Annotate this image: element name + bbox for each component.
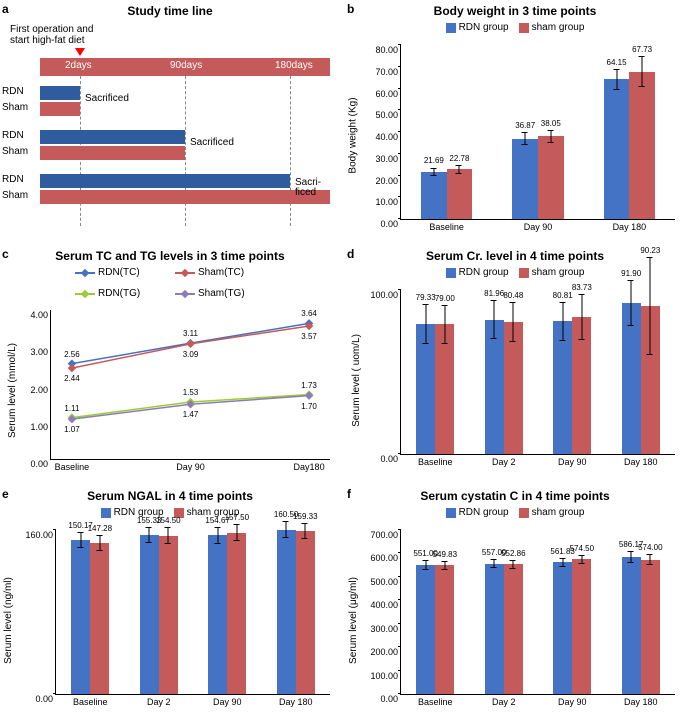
- bar: 557.00: [485, 564, 504, 694]
- ylabel-f: Serum level (μg/ml): [348, 577, 359, 664]
- legend-text: RDN(TG): [98, 288, 140, 299]
- timeline: 2days90days180daysRDNShamRDNShamRDNShamS…: [40, 58, 330, 233]
- ylabel-b: Body weight (Kg): [348, 97, 359, 173]
- title-c: Serum TC and TG levels in 3 time points: [0, 249, 340, 263]
- bar: 561.83: [553, 562, 572, 694]
- bar: 81.96: [485, 320, 504, 454]
- ylabel-d: Serum level ( uom/L): [351, 334, 362, 427]
- ylabel-e: Serum level (ng/ml): [3, 577, 14, 664]
- bar: 90.23: [641, 306, 660, 454]
- panel-label-d: d: [347, 247, 354, 261]
- panel-label-e: e: [2, 487, 9, 501]
- legend-text: RDN group: [459, 507, 509, 518]
- legend-b: RDN group sham group: [345, 22, 685, 33]
- bar: 159.33: [296, 531, 315, 694]
- bar: 64.15: [604, 79, 630, 219]
- bar: 574.00: [641, 560, 660, 694]
- bar: 80.81: [553, 321, 572, 454]
- bar: 150.17: [71, 540, 90, 694]
- legend-text: sham group: [532, 267, 585, 278]
- chart-b: 0.0010.0020.0030.0040.0050.0060.0070.008…: [400, 45, 675, 220]
- panel-d: d Serum Cr. level in 4 time points RDN g…: [345, 245, 685, 480]
- panel-b: b Body weight in 3 time points RDN group…: [345, 0, 685, 240]
- title-a: Study time line: [0, 4, 340, 18]
- bar: 154.50: [159, 536, 178, 694]
- arrow-icon: [75, 48, 85, 56]
- panel-label-c: c: [2, 247, 9, 261]
- bar: 83.73: [572, 317, 591, 454]
- panel-a: a Study time line First operation andsta…: [0, 0, 340, 240]
- bar: 549.83: [435, 565, 454, 694]
- bar: 551.00: [416, 565, 435, 694]
- legend-text: Sham(TG): [198, 288, 245, 299]
- legend-text: Sham(TC): [198, 267, 244, 278]
- title-d: Serum Cr. level in 4 time points: [345, 249, 685, 263]
- legend-text: RDN(TC): [98, 267, 140, 278]
- panel-label-f: f: [347, 487, 351, 501]
- title-b: Body weight in 3 time points: [345, 4, 685, 18]
- bar: 154.67: [208, 535, 227, 694]
- bar: 586.17: [622, 557, 641, 694]
- bar: 22.78: [447, 169, 473, 219]
- bar: 160.50: [277, 530, 296, 695]
- bar: 552.86: [504, 564, 523, 694]
- chart-d: 0.00100.00Baseline79.3379.00Day 281.9680…: [400, 290, 675, 455]
- panel-label-b: b: [347, 2, 354, 16]
- panel-label-a: a: [2, 2, 9, 16]
- bar: 155.33: [140, 535, 159, 694]
- legend-c: RDN(TC) Sham(TC) RDN(TG) Sham(TG): [70, 267, 270, 299]
- bar: 38.05: [538, 136, 564, 219]
- legend-text: RDN group: [459, 22, 509, 33]
- bar: 21.69: [421, 172, 447, 219]
- panel-f: f Serum cystatin C in 4 time points RDN …: [345, 485, 685, 720]
- title-e: Serum NGAL in 4 time points: [0, 489, 340, 503]
- legend-f: RDN group sham group: [345, 507, 685, 518]
- chart-e: 0.00160.00Baseline150.17147.28Day 2155.3…: [55, 530, 330, 695]
- legend-text: sham group: [532, 22, 585, 33]
- bar: 67.73: [629, 72, 655, 219]
- chart-f: 0.00100.00200.00300.00400.00500.00600.00…: [400, 530, 675, 695]
- legend-text: RDN group: [459, 267, 509, 278]
- bar: 80.48: [504, 322, 523, 454]
- panel-c: c Serum TC and TG levels in 3 time point…: [0, 245, 340, 480]
- bar: 79.33: [416, 324, 435, 454]
- subtitle-a: First operation andstart high-fat diet: [10, 24, 93, 46]
- bar: 147.28: [90, 543, 109, 694]
- bar: 79.00: [435, 324, 454, 454]
- bar: 157.50: [227, 533, 246, 694]
- ylabel-c: Serum level (mmol/L): [7, 343, 18, 438]
- bar: 574.50: [572, 559, 591, 694]
- bar: 91.90: [622, 303, 641, 454]
- bar: 36.87: [512, 139, 538, 219]
- chart-c: 0.001.002.003.004.00BaselineDay 90Day180…: [50, 310, 330, 460]
- panel-e: e Serum NGAL in 4 time points RDN groups…: [0, 485, 340, 720]
- legend-text: sham group: [532, 507, 585, 518]
- title-f: Serum cystatin C in 4 time points: [345, 489, 685, 503]
